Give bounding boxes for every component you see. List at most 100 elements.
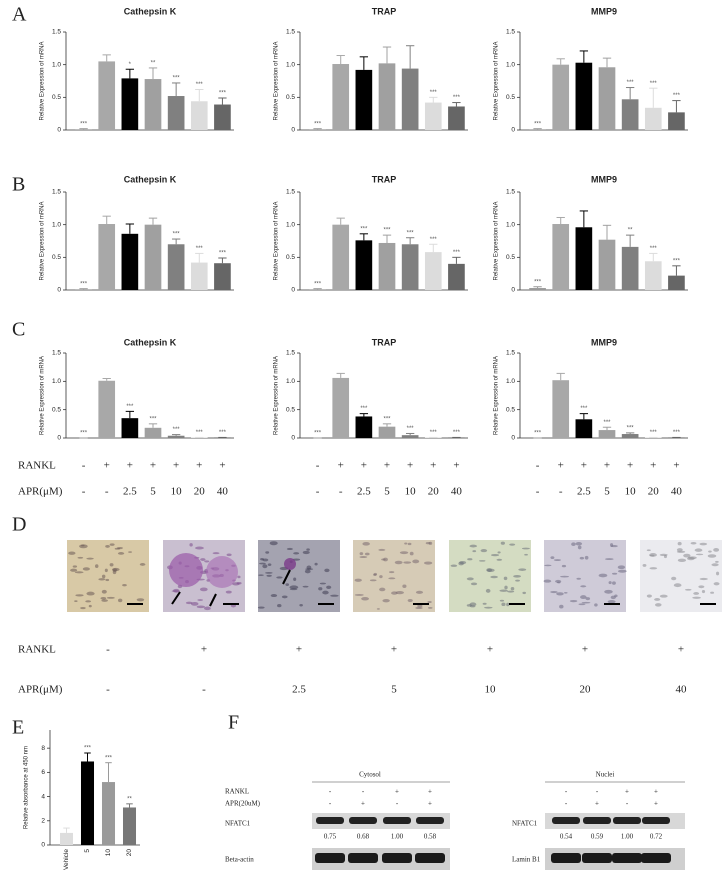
cell: [518, 568, 527, 571]
significance: ***: [673, 93, 681, 99]
cell: [262, 558, 269, 562]
treatment-value: 40: [671, 486, 683, 498]
cell: [326, 585, 332, 590]
bar: [167, 96, 185, 130]
cell: [553, 559, 562, 561]
cell: [427, 600, 432, 603]
significance: ***: [407, 230, 415, 236]
bar: [529, 129, 546, 130]
bar: [621, 99, 639, 130]
bar: [59, 832, 74, 845]
bar: [332, 64, 350, 130]
panel-letter: C: [12, 319, 25, 341]
treatment-value: +: [673, 460, 679, 472]
chart-title: TRAP: [372, 337, 397, 347]
cell: [486, 568, 493, 572]
significance: ***: [196, 246, 204, 252]
cell: [579, 556, 585, 560]
bar: [668, 112, 685, 130]
cell: [580, 585, 587, 588]
y-axis-label: Relative Expression of mRNA: [40, 41, 46, 120]
treatment-value: -: [106, 644, 110, 656]
bar: [529, 288, 546, 290]
bar: [355, 69, 373, 130]
band: [382, 853, 412, 863]
treatment-value: -: [82, 486, 86, 498]
cell: [713, 582, 720, 586]
bar: [598, 430, 616, 438]
treatment-value: 2.5: [123, 486, 137, 498]
cell: [286, 547, 293, 551]
band: [613, 817, 641, 824]
y-tick-label: 0.5: [506, 406, 515, 413]
cell: [510, 587, 515, 591]
chart-title: Cathepsin K: [124, 337, 177, 347]
cell: [361, 597, 369, 601]
bar: [190, 101, 208, 130]
treatment-value: -: [536, 486, 540, 498]
significance: ***: [407, 426, 415, 432]
significance: ***: [173, 76, 181, 82]
x-tick-label: Vehicle: [63, 849, 70, 870]
cell: [707, 554, 717, 558]
cell: [112, 570, 117, 575]
treatment-value: -: [202, 684, 206, 696]
significance: ***: [196, 82, 204, 88]
cell: [506, 602, 510, 607]
cell: [560, 575, 570, 578]
treatment-value: +: [430, 460, 436, 472]
treatment-label: RANKL: [18, 644, 56, 656]
chart-title: MMP9: [591, 174, 617, 184]
cell: [75, 594, 84, 597]
band: [416, 817, 444, 824]
cell: [204, 560, 210, 563]
cell: [196, 605, 205, 609]
sign: +: [654, 788, 658, 796]
cell: [281, 595, 288, 599]
cell: [522, 591, 527, 595]
chart-title: TRAP: [372, 6, 397, 16]
osteoclast: [169, 553, 203, 587]
cell: [379, 587, 386, 592]
cell: [101, 589, 107, 594]
cell: [302, 550, 310, 555]
treatment-value: 10: [405, 486, 417, 498]
treatment-value: 10: [485, 684, 497, 696]
y-tick-label: 1.5: [506, 29, 515, 36]
cell: [607, 599, 616, 604]
cell: [388, 577, 396, 580]
bar: [378, 63, 396, 130]
treatment-value: +: [604, 460, 610, 472]
cell: [407, 598, 413, 603]
cell: [469, 544, 478, 548]
y-tick-label: 1.0: [52, 221, 61, 228]
cell: [382, 599, 390, 603]
cell: [86, 557, 94, 560]
sign: -: [396, 800, 399, 808]
cell: [415, 590, 424, 594]
bar: [332, 224, 350, 290]
bar: [144, 224, 162, 290]
treatment-value: +: [296, 644, 302, 656]
band: [582, 853, 612, 863]
treatment-value: 20: [428, 486, 440, 498]
significance: ***: [383, 416, 391, 422]
cell: [389, 571, 395, 574]
bar: [167, 244, 185, 290]
bar: [575, 62, 593, 130]
treatment-value: +: [581, 460, 587, 472]
cell: [612, 581, 616, 585]
cell: [556, 592, 564, 596]
cell: [379, 575, 383, 579]
cell: [258, 574, 264, 576]
cell: [139, 563, 146, 566]
cell: [544, 564, 552, 567]
significance: ***: [105, 755, 113, 761]
cell: [584, 555, 589, 560]
cell: [515, 579, 520, 582]
cell: [265, 572, 273, 574]
cell: [117, 552, 125, 555]
cell: [378, 548, 386, 551]
significance: ***: [603, 420, 611, 426]
y-tick-label: 0: [41, 842, 45, 849]
